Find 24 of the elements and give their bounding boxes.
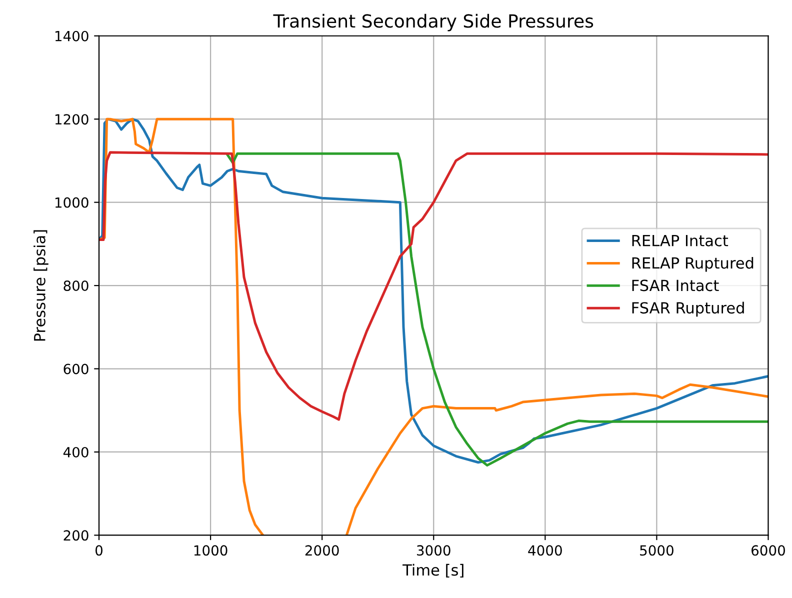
y-tick-label: 1200	[55, 114, 88, 125]
legend-label: RELAP Intact	[632, 235, 728, 246]
y-tick-label: 1000	[55, 197, 88, 208]
x-tick-label: 4000	[528, 545, 562, 556]
x-axis-title: Time [s]	[402, 564, 464, 578]
x-tick-label: 0	[95, 545, 102, 556]
legend-label: FSAR Intact	[632, 280, 719, 292]
y-tick-label: 400	[63, 446, 88, 458]
line-series	[226, 152, 768, 467]
line-series	[99, 118, 768, 464]
y-axis-title: Pressure [psia]	[34, 230, 48, 341]
y-tick-label: 800	[64, 280, 88, 292]
y-tick-label: 600	[64, 364, 88, 374]
y-tick-label: 1400	[55, 30, 88, 42]
x-tick-label: 2000	[305, 545, 339, 556]
x-tick-label: 3000	[417, 545, 450, 556]
line-series	[99, 151, 768, 421]
x-tick-label: 6000	[752, 545, 785, 556]
legend-label: FSAR Ruptured	[632, 302, 744, 317]
chart-title: Transient Secondary Side Pressures	[273, 14, 594, 32]
y-tick-label: 200	[64, 530, 88, 541]
legend-label: RELAP Ruptured	[632, 256, 754, 272]
x-tick-label: 1000	[194, 545, 228, 556]
x-tick-label: 5000	[640, 545, 674, 556]
